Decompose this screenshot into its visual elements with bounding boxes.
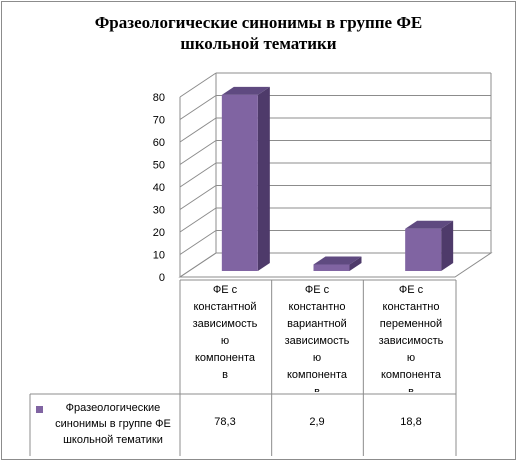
gridline-side xyxy=(179,162,217,188)
y-tick-label: 50 xyxy=(153,160,165,172)
data-label-2: 2,9 xyxy=(309,416,325,428)
category-1-line: ю xyxy=(220,335,230,347)
category-1-line: ФЕ с xyxy=(212,284,238,296)
y-tick-label: 60 xyxy=(153,137,165,149)
category-label-1: ФЕ с константной зависимость ю компонент… xyxy=(180,282,270,392)
bar xyxy=(221,94,258,271)
category-3-line: ФЕ с xyxy=(398,284,424,296)
legend-marker-icon xyxy=(36,406,43,413)
bar-top xyxy=(405,220,454,229)
y-tick-label: 10 xyxy=(153,250,165,262)
y-tick-label: 20 xyxy=(153,227,165,239)
category-2-line: ю xyxy=(312,352,322,364)
category-2-line: вариантной xyxy=(287,318,347,330)
chart-title: Фразеологические синонимы в группе ФЕ шк… xyxy=(0,12,517,54)
category-2-line: в xyxy=(314,386,320,392)
category-1-line: константной xyxy=(193,301,257,313)
bar xyxy=(405,228,442,271)
category-2-line: компонента xyxy=(287,369,347,381)
bar xyxy=(313,264,350,271)
chart-title-line-2: школьной тематики xyxy=(180,34,337,53)
gridline-side xyxy=(179,230,217,255)
gridline-side xyxy=(179,72,217,98)
y-tick-label: 70 xyxy=(153,115,165,127)
category-3-line: константно xyxy=(382,301,440,313)
category-2-line: ФЕ с xyxy=(304,284,330,296)
bar-top xyxy=(313,256,362,265)
category-3-line: ю xyxy=(406,352,416,364)
data-label-3: 18,8 xyxy=(400,416,422,428)
y-tick-label: 0 xyxy=(159,272,165,284)
category-1-line: компонента xyxy=(195,352,255,364)
gridline-side xyxy=(179,207,217,233)
category-1-line: зависимость xyxy=(192,318,258,330)
gridline-side xyxy=(179,185,217,210)
category-3-line: в xyxy=(408,386,414,392)
bar-side xyxy=(257,86,270,271)
y-tick-label: 80 xyxy=(153,92,165,104)
category-2-line: константно xyxy=(288,301,346,313)
category-1-line: в xyxy=(222,369,228,381)
bar-side xyxy=(349,256,362,271)
bar-side xyxy=(441,220,454,271)
category-label-2: ФЕ с константно вариантной зависимость ю… xyxy=(272,282,362,392)
gridline-side xyxy=(179,117,217,143)
category-3-line: компонента xyxy=(381,369,441,381)
legend-label: Фразеологические синонимы в группе ФЕ шк… xyxy=(46,400,180,448)
category-3-line: зависимость xyxy=(378,335,444,347)
y-tick-label: 40 xyxy=(153,182,165,194)
bar-top xyxy=(221,86,270,95)
y-tick-label: 30 xyxy=(153,205,165,217)
legend-label-line: школьной тематики xyxy=(63,434,163,446)
category-2-line: зависимость xyxy=(284,335,350,347)
floor-plane xyxy=(178,252,493,278)
category-label-3: ФЕ с константно переменной зависимость ю… xyxy=(366,282,456,392)
legend-label-line: синонимы в группе ФЕ xyxy=(55,418,171,430)
data-label-1: 78,3 xyxy=(214,416,236,428)
legend-label-line: Фразеологические xyxy=(65,402,161,414)
gridline-side xyxy=(179,140,217,165)
gridline-side xyxy=(179,95,217,120)
category-3-line: переменной xyxy=(379,318,443,330)
chart-title-line-1: Фразеологические синонимы в группе ФЕ xyxy=(94,13,423,32)
legend-entry: Фразеологические синонимы в группе ФЕ шк… xyxy=(30,398,178,454)
